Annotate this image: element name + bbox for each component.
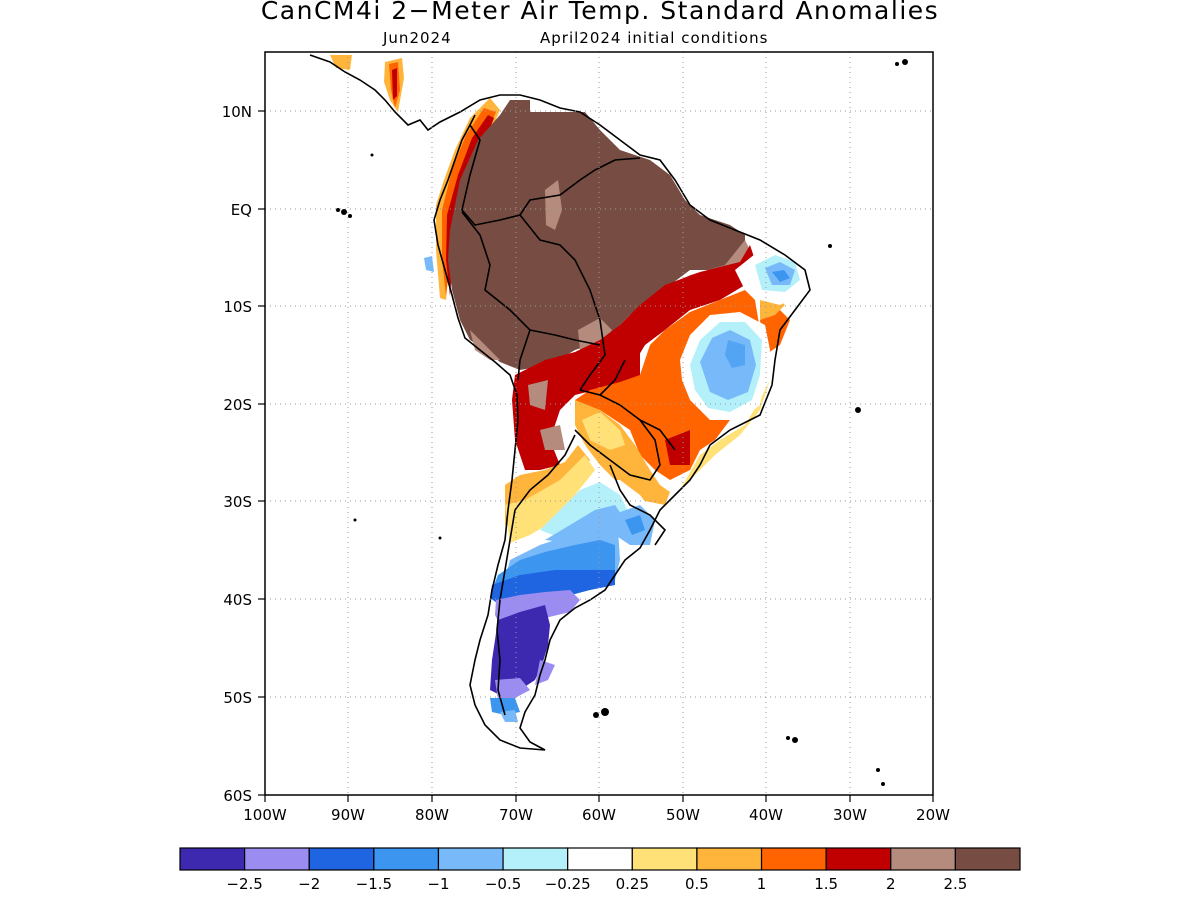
lon-label: 100W bbox=[243, 806, 287, 824]
colorbar-label: 0.5 bbox=[685, 875, 709, 893]
lon-label: 60W bbox=[582, 806, 616, 824]
lat-label: 10S bbox=[223, 298, 252, 316]
colorbar-label: 2 bbox=[886, 875, 896, 893]
lon-label: 20W bbox=[916, 806, 950, 824]
lon-label: 90W bbox=[331, 806, 365, 824]
colorbar-swatch bbox=[502, 847, 569, 871]
colorbar-label: 1 bbox=[757, 875, 767, 893]
lon-label: 30W bbox=[833, 806, 867, 824]
colorbar-swatch bbox=[567, 847, 633, 871]
colorbar-swatch bbox=[825, 847, 892, 871]
colorbar-label: −1 bbox=[427, 875, 449, 893]
lat-label: 10N bbox=[222, 103, 252, 121]
colorbar-swatch bbox=[954, 847, 1021, 871]
lat-label: 40S bbox=[223, 591, 252, 609]
colorbar-label: 1.5 bbox=[814, 875, 838, 893]
lat-label: 60S bbox=[223, 787, 252, 805]
colorbar-swatch bbox=[373, 847, 440, 871]
lat-label: EQ bbox=[231, 201, 252, 219]
colorbar-swatch bbox=[308, 847, 375, 871]
colorbar-swatch bbox=[179, 847, 246, 871]
lat-label: 20S bbox=[223, 396, 252, 414]
map-title: CanCM4i 2−Meter Air Temp. Standard Anoma… bbox=[260, 0, 940, 25]
colorbar-swatch bbox=[696, 847, 763, 871]
colorbar-swatch bbox=[244, 847, 310, 871]
anomaly-field bbox=[265, 52, 933, 795]
colorbar-swatch bbox=[631, 847, 698, 871]
lat-label: 50S bbox=[223, 689, 252, 707]
lon-label: 80W bbox=[415, 806, 449, 824]
forecast-month: Jun2024 bbox=[383, 29, 452, 47]
latitude-labels: 10N EQ 10S 20S 30S 40S 50S 60S bbox=[222, 103, 252, 805]
colorbar-swatch bbox=[760, 847, 827, 871]
colorbar-label: −0.25 bbox=[545, 875, 591, 893]
lon-label: 70W bbox=[499, 806, 533, 824]
colorbar-label: −2 bbox=[298, 875, 320, 893]
colorbar: −2.5 −2 −1.5 −1 −0.5 −0.25 0.25 0.5 1 1.5 2 2.5 bbox=[179, 847, 1021, 893]
colorbar-swatch bbox=[890, 847, 956, 871]
colorbar-swatch bbox=[437, 847, 504, 871]
longitude-labels: 100W 90W 80W 70W 60W 50W 40W 30W 20W bbox=[243, 806, 950, 824]
colorbar-label: 0.25 bbox=[616, 875, 649, 893]
lon-label: 40W bbox=[749, 806, 783, 824]
lon-label: 50W bbox=[666, 806, 700, 824]
colorbar-label: 2.5 bbox=[943, 875, 967, 893]
initial-conditions-label: April2024 initial conditions bbox=[540, 29, 769, 47]
colorbar-label: −0.5 bbox=[485, 875, 521, 893]
axis-ticks bbox=[258, 110, 934, 802]
colorbar-label: −2.5 bbox=[226, 875, 262, 893]
lat-label: 30S bbox=[223, 493, 252, 511]
coastline bbox=[309, 54, 811, 751]
colorbar-label: −1.5 bbox=[356, 875, 392, 893]
islands bbox=[336, 59, 908, 786]
